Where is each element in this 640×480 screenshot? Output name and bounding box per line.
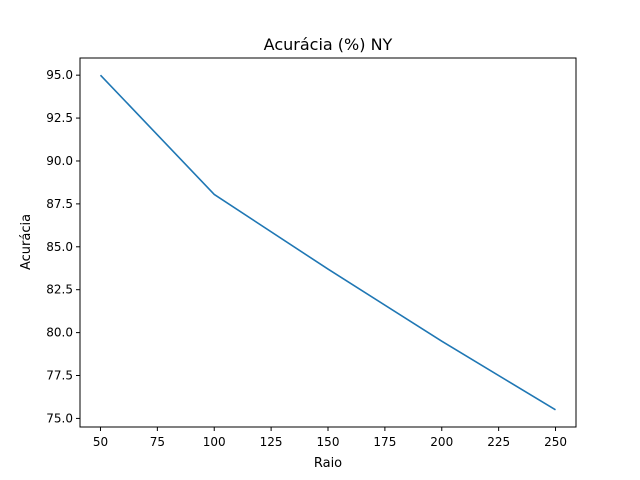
x-tick-label: 100 (203, 435, 226, 449)
x-axis: 50 75 100 125 150 175 200 225 250 (93, 427, 567, 449)
y-tick-label: 95.0 (46, 68, 73, 82)
x-tick-label: 50 (93, 435, 108, 449)
y-tick-label: 87.5 (46, 197, 73, 211)
chart-title: Acurácia (%) NY (264, 35, 393, 54)
y-tick-label: 75.0 (46, 411, 73, 425)
x-tick-label: 75 (150, 435, 165, 449)
plot-frame (79, 57, 577, 428)
y-tick-label: 82.5 (46, 283, 73, 297)
x-axis-label: Raio (314, 456, 342, 471)
x-tick-label: 225 (487, 435, 510, 449)
x-tick-label: 175 (373, 435, 396, 449)
y-tick-label: 90.0 (46, 154, 73, 168)
plot-area (79, 57, 577, 428)
y-tick-label: 80.0 (46, 326, 73, 340)
y-tick-label: 85.0 (46, 240, 73, 254)
y-tick-label: 92.5 (46, 111, 73, 125)
y-axis: 75.0 77.5 80.0 82.5 85.0 87.5 90.0 92.5 95.0 (46, 68, 80, 425)
x-tick-label: 250 (544, 435, 567, 449)
x-tick-label: 150 (317, 435, 340, 449)
series-line-0 (99, 74, 556, 411)
y-tick-label: 77.5 (46, 369, 73, 383)
x-tick-label: 200 (430, 435, 453, 449)
y-axis-label: Acurácia (19, 214, 34, 270)
x-tick-label: 125 (260, 435, 283, 449)
